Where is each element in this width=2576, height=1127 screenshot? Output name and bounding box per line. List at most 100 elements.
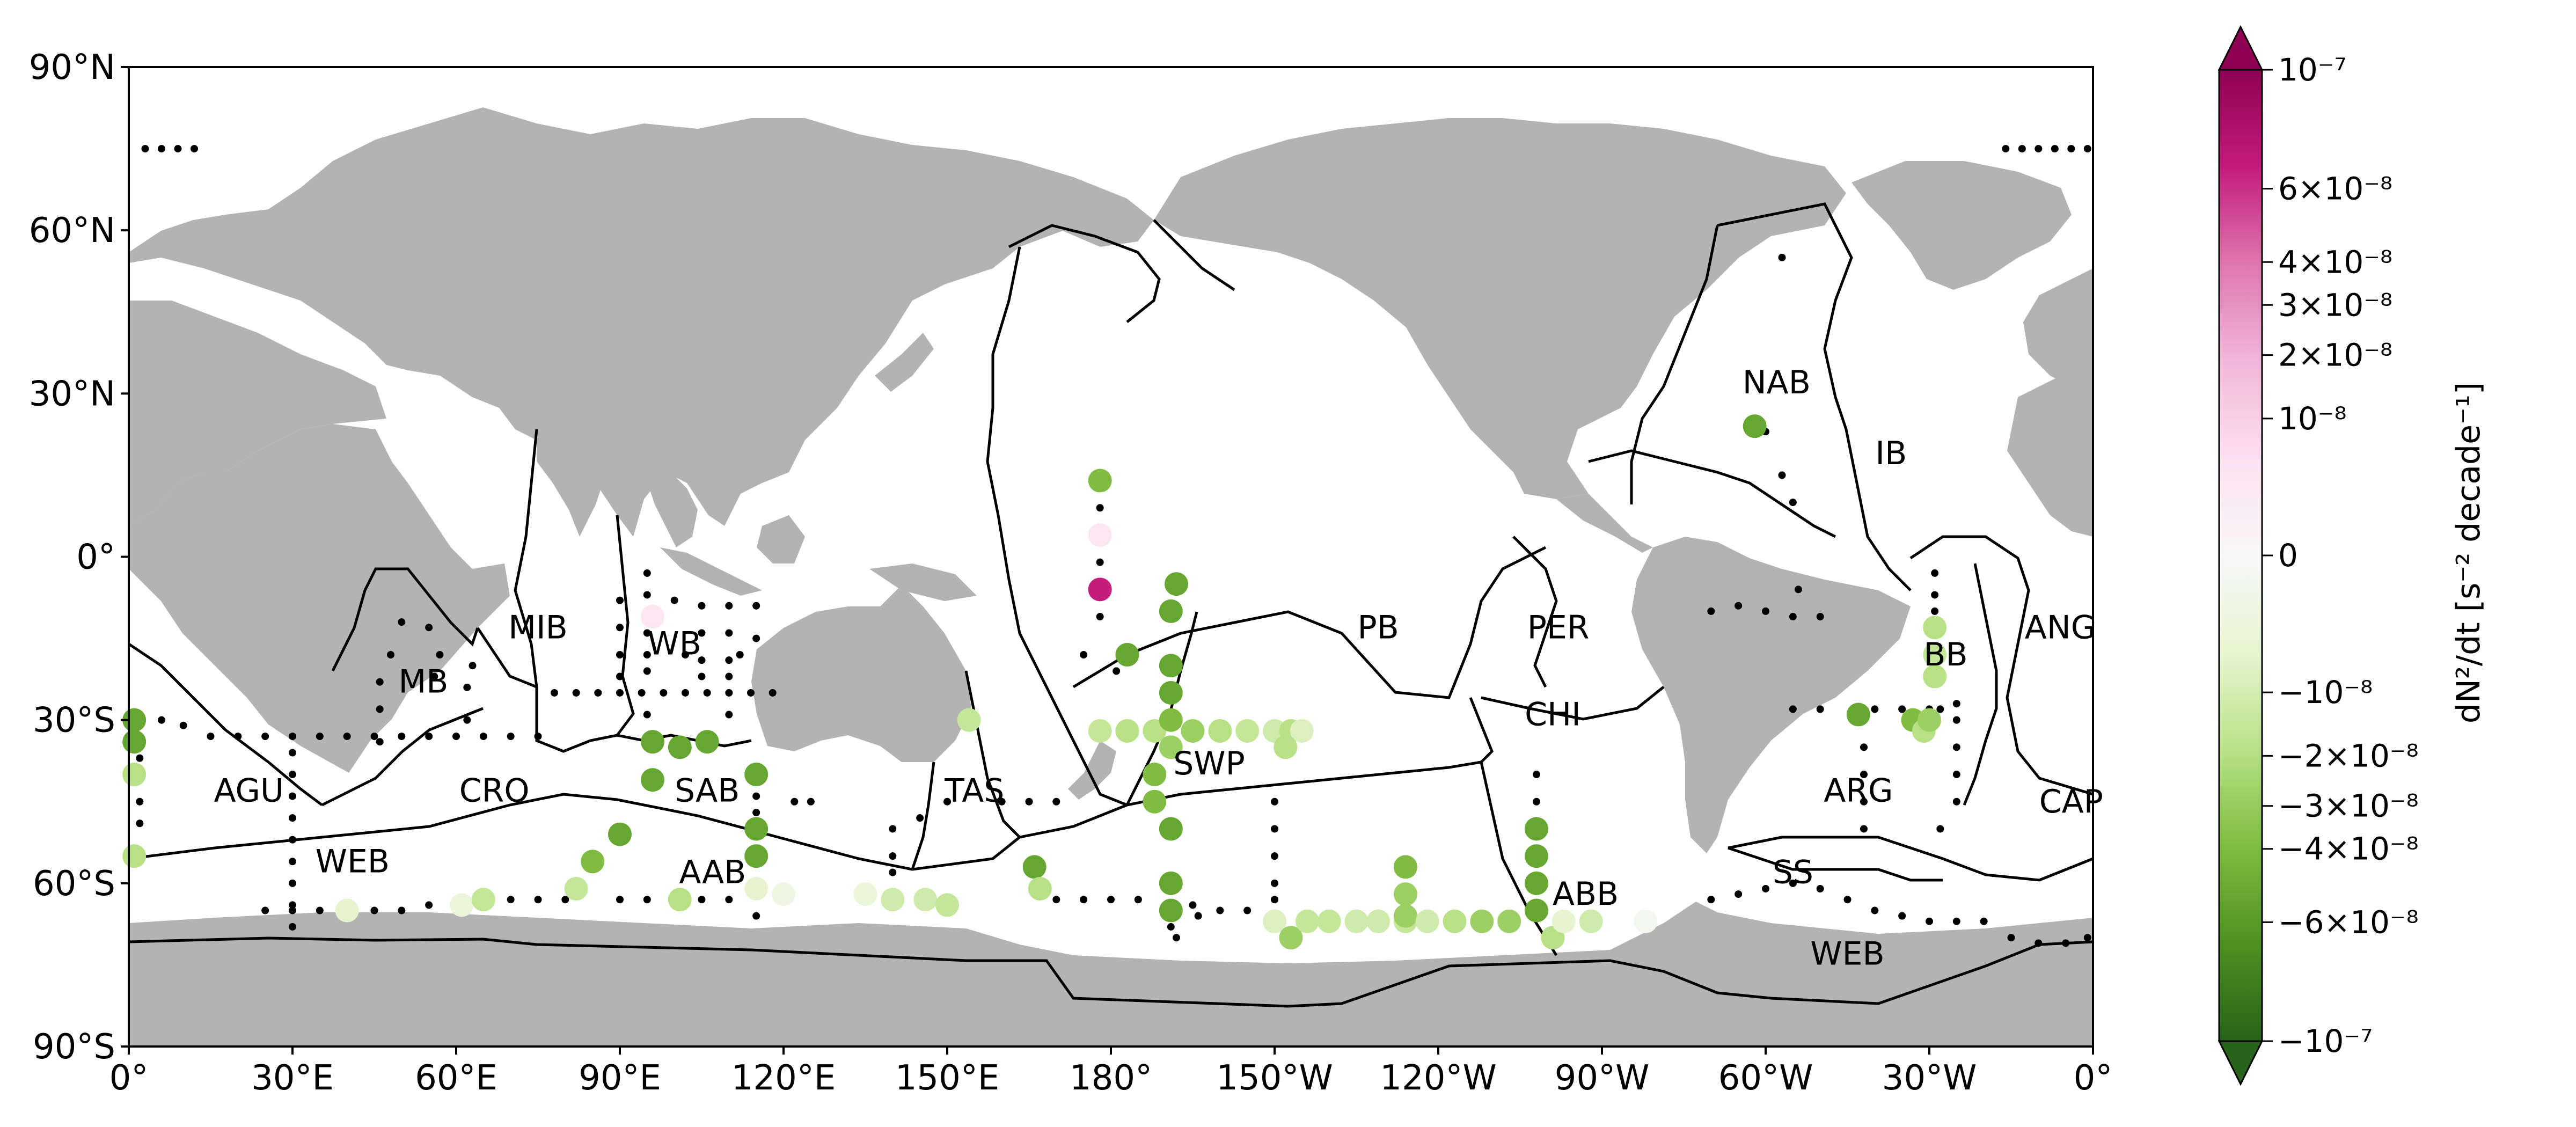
no-data-point bbox=[370, 906, 378, 914]
trend-point bbox=[1159, 898, 1183, 923]
trend-point bbox=[1525, 898, 1548, 923]
no-data-point bbox=[1052, 797, 1060, 806]
boundary-antarctic-coast bbox=[129, 936, 2093, 1008]
no-data-point bbox=[616, 596, 624, 604]
basin-label: MB bbox=[399, 663, 449, 701]
no-data-point bbox=[1271, 879, 1278, 887]
trend-point bbox=[881, 888, 905, 912]
trend-point bbox=[1290, 719, 1314, 743]
no-data-point bbox=[643, 591, 651, 599]
no-data-point bbox=[1096, 504, 1104, 512]
trend-point bbox=[744, 763, 769, 787]
no-data-point bbox=[1134, 896, 1142, 904]
no-data-point bbox=[791, 797, 799, 806]
no-data-point bbox=[430, 672, 438, 680]
colorbar-tick-label: 4×10⁻⁸ bbox=[2278, 244, 2392, 280]
basin-label: MIB bbox=[508, 609, 568, 646]
lon-tick-label: 30°E bbox=[251, 1058, 334, 1098]
lon-tick-label: 120°W bbox=[1380, 1058, 1496, 1098]
trend-point bbox=[1159, 735, 1183, 759]
basin-label: ARG bbox=[1824, 772, 1893, 809]
trend-point bbox=[1088, 469, 1112, 493]
trend-point bbox=[1394, 855, 1417, 879]
lon-tick-label: 30°W bbox=[1882, 1058, 1977, 1098]
trend-point bbox=[772, 882, 795, 906]
no-data-point bbox=[1860, 743, 1868, 751]
trend-point bbox=[1344, 909, 1368, 933]
trend-point bbox=[1394, 904, 1417, 928]
no-data-point bbox=[616, 624, 624, 632]
no-data-point bbox=[191, 145, 198, 153]
world-map: NAB IB MIB WB MB PB PER BB ANG CHI AGU CRO SAB TAS SWP… bbox=[122, 66, 2103, 1048]
no-data-point bbox=[289, 836, 296, 844]
no-data-point bbox=[1926, 917, 1933, 925]
no-data-point bbox=[1789, 499, 1797, 507]
no-data-point bbox=[289, 749, 296, 757]
landmass-africa bbox=[129, 424, 510, 773]
lon-tick-label: 90°W bbox=[1555, 1058, 1650, 1098]
lat-tick-label: 90°S bbox=[33, 1027, 115, 1067]
basin-label: ANG bbox=[2025, 609, 2096, 646]
trend-point bbox=[1525, 844, 1548, 868]
basin-label: WEB bbox=[316, 843, 390, 880]
colorbar-min-extension bbox=[2218, 1040, 2264, 1086]
lat-tick-label: 30°N bbox=[29, 374, 115, 414]
trend-point bbox=[1443, 909, 1467, 933]
no-data-point bbox=[643, 667, 651, 675]
basin-label: TAS bbox=[944, 772, 1004, 809]
no-data-point bbox=[289, 733, 296, 741]
trend-point bbox=[1415, 909, 1439, 933]
no-data-point bbox=[158, 716, 165, 724]
no-data-point bbox=[638, 689, 646, 697]
longitude-axis: 0° 30°E 60°E 90°E 120°E 150°E 180° 150°W 120°W 90… bbox=[109, 1046, 2112, 1098]
no-data-point bbox=[1871, 705, 1879, 713]
no-data-point bbox=[594, 689, 602, 697]
no-data-point bbox=[1096, 558, 1104, 566]
latitude-axis: 90°N 60°N 30°N 0° 30°S 60°S 90°S bbox=[29, 48, 129, 1067]
boundary-tasman bbox=[964, 670, 1021, 838]
trend-point bbox=[668, 888, 692, 912]
no-data-point bbox=[174, 145, 182, 153]
boundary-west-australia bbox=[616, 515, 635, 736]
no-data-point bbox=[1189, 901, 1197, 909]
trend-point bbox=[581, 850, 605, 874]
trend-point bbox=[1088, 523, 1112, 547]
no-data-point bbox=[703, 689, 711, 697]
no-data-point bbox=[1735, 602, 1743, 610]
boundary-sub-antarctic bbox=[1728, 836, 2093, 882]
no-data-point bbox=[725, 602, 733, 610]
trend-point bbox=[122, 844, 147, 868]
landmass-japan bbox=[875, 333, 934, 392]
trend-point bbox=[1159, 708, 1183, 732]
trend-point bbox=[1143, 789, 1167, 814]
trend-point bbox=[1263, 909, 1286, 933]
no-data-point bbox=[682, 651, 689, 658]
trend-point bbox=[471, 888, 495, 912]
trend-point bbox=[913, 888, 938, 912]
no-data-point bbox=[1271, 825, 1278, 833]
no-data-point bbox=[643, 711, 651, 719]
no-data-point bbox=[1795, 586, 1802, 594]
no-data-point bbox=[660, 689, 668, 697]
no-data-point bbox=[725, 629, 733, 637]
basin-label: SAB bbox=[675, 772, 740, 809]
no-data-point bbox=[234, 733, 242, 741]
no-data-point bbox=[725, 711, 733, 719]
no-data-point bbox=[561, 896, 569, 904]
no-data-point bbox=[572, 689, 580, 697]
no-data-point bbox=[752, 602, 760, 610]
trend-point bbox=[1923, 616, 1947, 640]
trend-point bbox=[1394, 882, 1417, 906]
boundary-caribbean bbox=[1588, 449, 1836, 538]
trend-point bbox=[1918, 708, 1941, 732]
no-data-point bbox=[1952, 716, 1960, 724]
basin-label: WEB bbox=[1810, 935, 1884, 973]
basin-label: CHI bbox=[1525, 696, 1581, 734]
landmass-south-america bbox=[1631, 537, 1911, 853]
trend-point bbox=[1208, 719, 1232, 743]
no-data-point bbox=[1931, 591, 1939, 599]
trend-point bbox=[335, 898, 359, 923]
no-data-point bbox=[207, 733, 215, 741]
no-data-markers bbox=[136, 145, 2091, 947]
colorbar-tick-label: −3×10⁻⁸ bbox=[2278, 788, 2419, 824]
